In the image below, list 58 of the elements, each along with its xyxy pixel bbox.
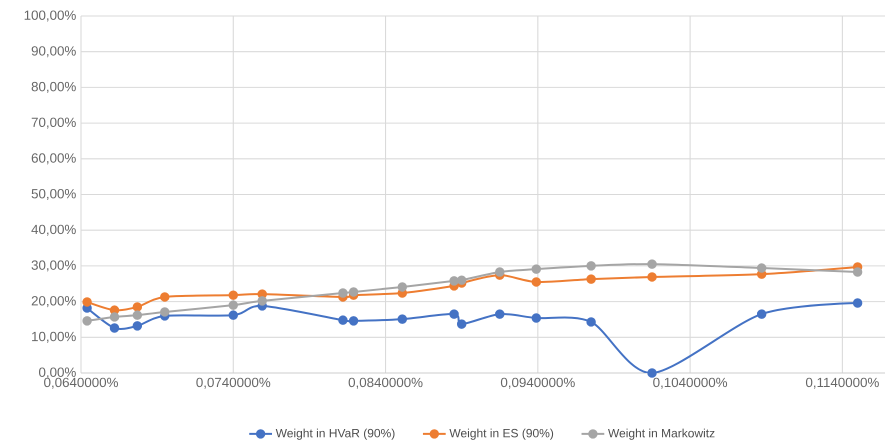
point: [532, 277, 542, 287]
x-tick-label: 0,1140000%: [806, 378, 879, 389]
point: [338, 288, 348, 298]
point: [647, 272, 657, 282]
point: [160, 292, 170, 302]
point: [132, 321, 142, 331]
point: [110, 323, 120, 333]
point: [82, 316, 92, 326]
point: [495, 309, 504, 319]
point: [456, 319, 466, 329]
point: [852, 298, 862, 308]
legend-label: Weight in ES (90%): [449, 428, 554, 440]
point: [532, 313, 542, 323]
point: [348, 316, 358, 326]
legend-label: Weight in HVaR (90%): [276, 428, 395, 440]
point: [132, 302, 142, 312]
point: [398, 314, 408, 324]
point: [532, 264, 542, 274]
legend-label: Weight in Markowitz: [608, 428, 714, 440]
point: [257, 296, 267, 306]
point: [338, 315, 348, 325]
point: [398, 282, 408, 292]
y-tick-label: 90,00%: [32, 46, 76, 58]
y-tick-label: 60,00%: [32, 153, 76, 164]
point: [756, 309, 766, 319]
y-tick-label: 70,00%: [32, 118, 76, 129]
point: [586, 261, 596, 271]
point: [495, 267, 504, 277]
point: [647, 259, 657, 269]
x-tick-label: 0,0640000%: [44, 378, 118, 389]
point: [852, 267, 862, 277]
point: [82, 297, 92, 307]
y-tick-label: 30,00%: [32, 260, 76, 272]
point: [228, 310, 238, 320]
point: [228, 290, 238, 300]
y-tick-label: 20,00%: [32, 296, 76, 308]
y-tick-label: 10,00%: [32, 332, 76, 343]
y-tick-label: 50,00%: [32, 188, 76, 200]
point: [160, 307, 170, 317]
y-tick-label: 100,00%: [24, 10, 76, 22]
point: [586, 274, 596, 284]
y-tick-label: 40,00%: [31, 224, 76, 236]
point: [449, 309, 459, 319]
point: [449, 276, 459, 286]
point: [348, 287, 358, 297]
y-tick-label: 80,00%: [32, 82, 76, 93]
x-tick-label: 0,0840000%: [348, 378, 423, 389]
x-tick-label: 0,0740000%: [196, 378, 270, 389]
point: [110, 312, 120, 322]
point: [132, 310, 142, 320]
point: [228, 300, 238, 310]
point: [647, 368, 657, 378]
x-tick-label: 0,0940000%: [500, 378, 575, 389]
point: [586, 317, 596, 327]
point: [456, 275, 466, 285]
x-tick-label: 0,1040000%: [653, 378, 728, 389]
y-tick-label: 0,00%: [39, 367, 76, 379]
point: [756, 263, 766, 273]
